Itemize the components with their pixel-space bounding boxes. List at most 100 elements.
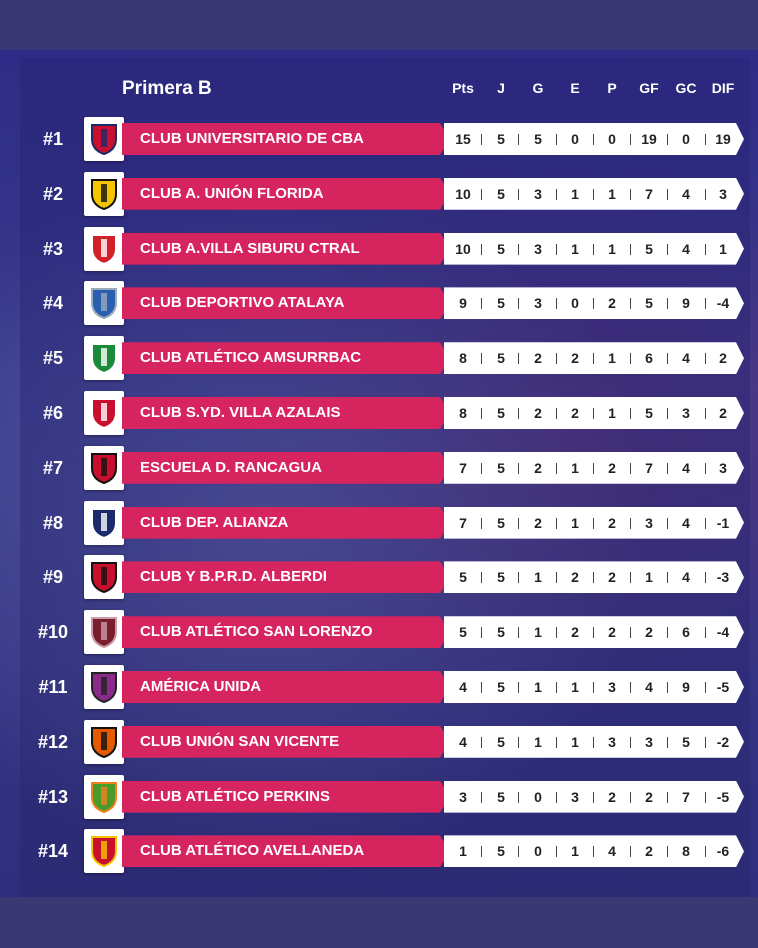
stat-p: 2 (608, 295, 616, 312)
stat-gf: 3 (645, 733, 653, 750)
column-separator (556, 298, 557, 310)
position-label: #4 (42, 293, 64, 314)
column-separator (556, 243, 557, 255)
column-separator (630, 791, 631, 803)
star-figure-icon (84, 665, 124, 709)
stat-g: 5 (534, 131, 542, 147)
column-separator (705, 462, 706, 474)
column-separator (705, 517, 706, 529)
stat-p: 2 (608, 514, 616, 531)
team-name: CLUB ATLÉTICO SAN LORENZO (140, 623, 373, 641)
column-separator (556, 791, 557, 803)
column-separator (593, 188, 594, 200)
stat-pts: 1 (459, 843, 467, 860)
position-label: #5 (42, 348, 64, 369)
stat-dif: 1 (719, 240, 727, 257)
position-label: #11 (38, 677, 68, 697)
column-separator (593, 353, 594, 365)
column-separator (518, 846, 519, 858)
column-separator (556, 572, 557, 584)
team-name-bar: CLUB ATLÉTICO AVELLANEDA (122, 835, 450, 868)
stats-bar: 8 5 2 2 1 5 3 2 (444, 397, 744, 429)
stat-gc: 4 (682, 350, 690, 367)
team-name-bar: CLUB S.YD. VILLA AZALAIS (122, 397, 450, 429)
column-separator (518, 298, 519, 310)
column-separator (518, 243, 519, 255)
position-label: #9 (42, 567, 64, 588)
column-separator (518, 188, 519, 200)
column-separator (593, 736, 594, 748)
column-separator (481, 846, 482, 858)
column-separator (481, 408, 482, 419)
column-separator (593, 243, 594, 255)
column-separator (593, 517, 594, 529)
stat-j: 5 (497, 459, 505, 476)
col-head-dif: DIF (711, 80, 735, 96)
team-name-bar: CLUB ATLÉTICO AMSURRBAC (122, 342, 450, 375)
stats-bar: 1 5 0 1 4 2 8 -6 (444, 835, 744, 868)
column-separator (481, 572, 482, 584)
column-separator (630, 243, 631, 255)
column-separator (593, 572, 594, 584)
column-separator (556, 846, 557, 858)
column-separator (518, 134, 519, 145)
column-separator (705, 134, 706, 145)
position-label: #2 (42, 183, 64, 204)
red-white-shield-icon (84, 226, 124, 271)
team-name-bar: CLUB DEPORTIVO ATALAYA (122, 287, 450, 320)
stat-pts: 4 (459, 679, 467, 695)
col-head-pts: Pts (452, 80, 474, 96)
stat-e: 0 (571, 295, 579, 312)
column-separator (667, 846, 668, 858)
stat-g: 1 (534, 679, 542, 695)
stat-pts: 7 (459, 514, 467, 531)
stat-j: 5 (497, 295, 505, 312)
stat-p: 2 (608, 624, 616, 641)
stat-gc: 4 (682, 240, 690, 257)
table-title: Primera B (122, 78, 212, 99)
column-separator (630, 408, 631, 419)
stat-dif: 3 (719, 185, 727, 202)
stat-j: 5 (497, 131, 505, 147)
stat-p: 3 (608, 679, 616, 695)
stat-gf: 4 (645, 679, 653, 695)
stat-dif: 2 (719, 405, 727, 421)
stat-pts: 5 (459, 569, 467, 586)
column-separator (556, 188, 557, 200)
stat-pts: 10 (455, 185, 471, 202)
col-head-g: G (532, 80, 544, 96)
stats-bar: 9 5 3 0 2 5 9 -4 (444, 287, 744, 320)
position-label: #6 (42, 403, 64, 423)
stat-e: 1 (571, 240, 579, 257)
column-separator (593, 134, 594, 145)
column-separator (518, 736, 519, 748)
stat-gf: 2 (645, 624, 653, 641)
position-label: #7 (42, 457, 64, 478)
stat-e: 2 (571, 350, 579, 367)
stat-dif: -5 (716, 679, 730, 695)
stats-bar: 7 5 2 1 2 3 4 -1 (444, 506, 744, 539)
red-crest-icon (84, 829, 124, 874)
stat-gc: 4 (682, 185, 690, 202)
stat-gc: 4 (682, 514, 690, 531)
stat-gf: 7 (645, 459, 653, 476)
column-separator (481, 134, 482, 145)
table-row: #13 CLUB ATLÉTICO PERKINS 3 5 0 3 2 2 7 -5 (0, 774, 758, 819)
stat-g: 1 (534, 569, 542, 586)
column-separator (705, 736, 706, 748)
team-name-bar: CLUB Y B.P.R.D. ALBERDI (122, 561, 450, 594)
column-separator (667, 627, 668, 639)
stat-p: 2 (608, 459, 616, 476)
stat-gc: 9 (682, 679, 690, 695)
stat-g: 1 (534, 733, 542, 750)
usv-badge-icon (84, 719, 124, 764)
team-name: CLUB A.VILLA SIBURU CTRAL (140, 239, 360, 257)
green-orange-shield-icon (84, 774, 124, 819)
column-separator (667, 298, 668, 310)
column-separator (556, 736, 557, 748)
stat-pts: 9 (459, 295, 467, 312)
column-separator (667, 572, 668, 584)
stat-g: 0 (534, 843, 542, 860)
table-row: #1 CLUB UNIVERSITARIO DE CBA 15 5 5 0 0 19 0 19 (0, 117, 758, 161)
column-separator (481, 353, 482, 365)
